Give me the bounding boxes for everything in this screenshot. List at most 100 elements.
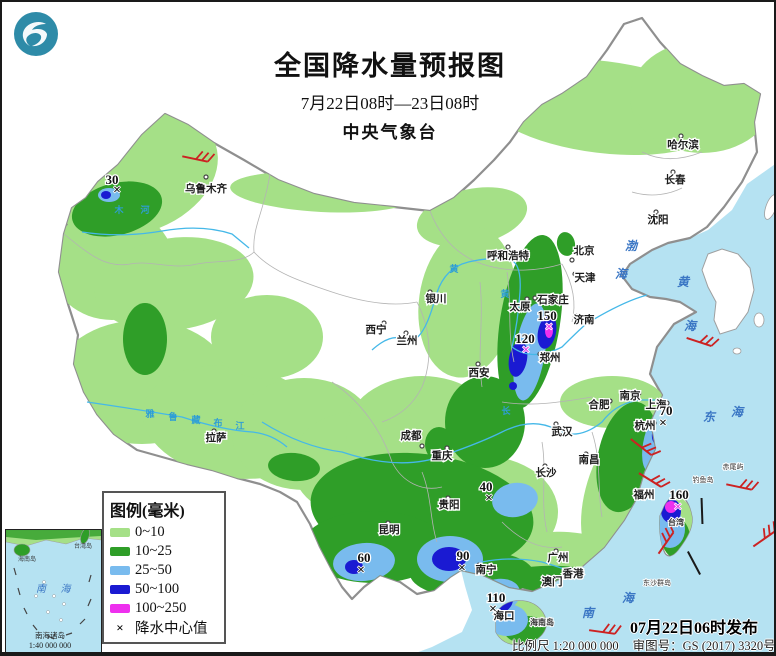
- sea-label: 海: [615, 267, 629, 281]
- city-dot: [476, 562, 482, 568]
- city-label: 上海: [646, 398, 667, 411]
- city-label: 呼和浩特: [487, 249, 529, 262]
- city-label: 北京: [574, 244, 595, 257]
- river-labels: 木河黄黄长雅鲁藏布江: [113, 204, 511, 431]
- city-label: 澳门: [542, 575, 563, 588]
- island: [732, 347, 742, 355]
- river-label: 布: [212, 417, 222, 428]
- city-label: 济南: [574, 313, 595, 326]
- sea-label: 海: [731, 405, 745, 419]
- city-dot: [563, 567, 569, 573]
- city-dot: [649, 488, 655, 494]
- river-label: 藏: [191, 414, 200, 425]
- legend-center-row: × 降水中心值: [110, 618, 218, 638]
- precip-center-label: 降水中心值: [135, 621, 208, 637]
- city-dot: [651, 420, 657, 426]
- inset-map: 海南岛 台湾岛 南 海 南海诸岛 1:40 000 000: [5, 527, 102, 652]
- precip-center-x-mark: ×: [659, 416, 667, 431]
- city-dot: [573, 313, 579, 319]
- city-label: 南昌: [579, 453, 600, 466]
- precip-center-value: 60: [358, 550, 371, 565]
- korea-landmass: [701, 248, 755, 335]
- sea-label: 黄: [677, 275, 691, 289]
- city-label: 长春: [665, 173, 686, 186]
- city-dot: [427, 289, 433, 295]
- precip-center-x-mark: ×: [485, 491, 493, 506]
- cma-logo: [14, 12, 58, 56]
- city-label: 贵阳: [439, 498, 460, 511]
- precip-center-value: 30: [106, 172, 119, 187]
- city-dot: [537, 351, 543, 357]
- city-dot: [546, 574, 552, 580]
- island-label: 东沙群岛: [643, 578, 671, 587]
- wind-barb-icon: [588, 623, 622, 635]
- south-china-sea-inset: 海南岛 台湾岛 南 海 南海诸岛 1:40 000 000: [5, 527, 102, 652]
- inset-taiwan-label: 台湾岛: [74, 542, 92, 550]
- city-dot: [583, 451, 589, 457]
- city-label: 南京: [620, 389, 641, 402]
- city-dot: [203, 174, 209, 180]
- river-label: 黄: [500, 288, 509, 299]
- city-label: 哈尔滨: [667, 138, 699, 151]
- precip-center-x-mark: ×: [357, 563, 365, 578]
- precip-center-value: 70: [660, 403, 673, 418]
- map-scale-line: 比例尺 1:20 000 000 审图号：GS (2017) 3320号: [512, 635, 774, 652]
- city-dot: [572, 271, 578, 277]
- city-label: 乌鲁木齐: [185, 182, 227, 195]
- river-label: 河: [140, 204, 149, 215]
- city-label: 合肥: [588, 398, 610, 411]
- city-dot: [607, 398, 613, 404]
- sea-label: 东: [703, 410, 717, 424]
- city-label: 南宁: [476, 563, 497, 576]
- city-label: 郑州: [540, 351, 561, 364]
- city-dot: [444, 445, 450, 451]
- city-dot: [542, 463, 548, 469]
- cma-logo-swirl: [22, 22, 47, 47]
- legend-title: 图例(毫米): [110, 503, 185, 520]
- city-dot: [403, 330, 409, 336]
- city-label: 成都: [401, 429, 422, 442]
- precip-center-symbol: ×: [116, 619, 124, 635]
- island-label: 钓鱼岛: [693, 475, 714, 484]
- inset-islands-label: 南海诸岛: [35, 630, 65, 640]
- legend-swatch: [110, 547, 130, 556]
- wind-barb-icon: [752, 521, 774, 548]
- city-label: 太原: [509, 300, 531, 313]
- city-label: 海南岛: [530, 617, 554, 627]
- city-dot: [524, 296, 530, 302]
- precip-center-value: 120: [515, 331, 535, 346]
- sea-label: 海: [622, 591, 636, 605]
- river-label: 鲁: [168, 411, 177, 422]
- city-dot: [664, 400, 670, 406]
- wind-shaft-icon: [700, 497, 704, 525]
- wind-barb-icon: [726, 478, 760, 491]
- city-dot: [475, 361, 481, 367]
- wind-barb-icon: [630, 438, 662, 456]
- city-label: 银川: [426, 292, 447, 305]
- legend-label: 10~25: [135, 543, 172, 559]
- river-label: 雅: [144, 408, 154, 419]
- precip-center-value: 150: [537, 308, 557, 323]
- river-label: 黄: [449, 263, 458, 274]
- city-dot: [211, 428, 217, 434]
- wind-shaft-icon: [687, 551, 701, 575]
- precip-center-x-mark: ×: [545, 320, 553, 335]
- legend-swatch: [110, 585, 130, 594]
- city-label: 福州: [633, 488, 655, 501]
- inset-sea-label: 南 海: [36, 583, 77, 595]
- city-dot: [553, 548, 559, 554]
- city-label: 长沙: [536, 466, 557, 479]
- legend-swatch: [110, 604, 130, 613]
- city-dot: [636, 390, 642, 396]
- city-dot: [381, 320, 387, 326]
- precip-center-x-mark: ×: [674, 500, 682, 515]
- river-label: 长: [501, 405, 511, 416]
- legend-item: 50~100: [110, 580, 218, 599]
- wind-barb-icon: [182, 150, 216, 163]
- legend-label: 50~100: [135, 581, 180, 597]
- precip-center-value: 110: [487, 590, 506, 605]
- city-label: 香港: [562, 567, 584, 580]
